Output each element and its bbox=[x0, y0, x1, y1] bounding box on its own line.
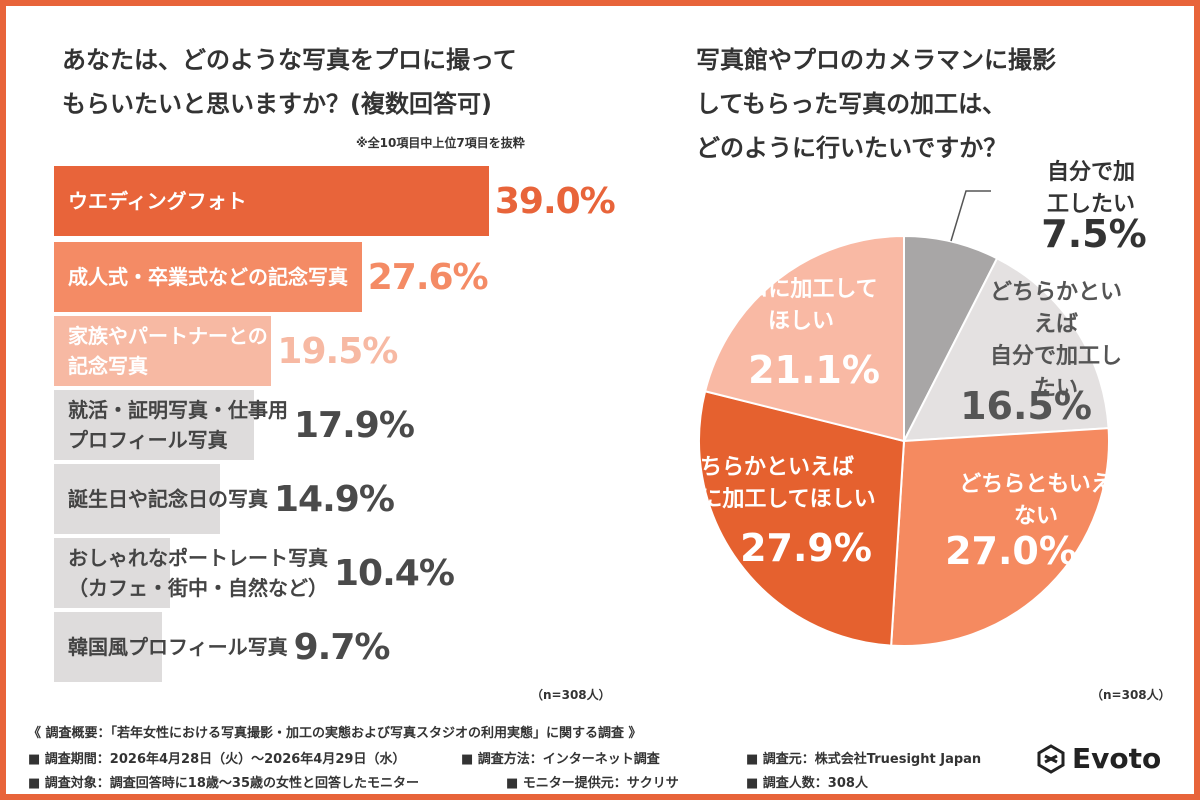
pie bbox=[698, 234, 1111, 647]
footer-heading: 《 調査概要：「若年女性における写真撮影・加工の実態および写真スタジオの利用実態… bbox=[28, 726, 642, 741]
bar bbox=[54, 464, 221, 534]
bar-row: おしゃれなポートレート写真 （カフェ・街中・自然など） 10.4% bbox=[54, 538, 455, 608]
value-label: 9.7% bbox=[293, 626, 391, 668]
value-label: 17.9% bbox=[294, 404, 415, 446]
logo-text: Evoto bbox=[1072, 742, 1162, 775]
value-label: 10.4% bbox=[334, 552, 455, 594]
slice-label: 自分で加工したい bbox=[1046, 160, 1135, 217]
bar-label: ウエディングフォト bbox=[68, 189, 247, 213]
slice-value: 16.5% bbox=[960, 384, 1092, 428]
slice-value: 27.9% bbox=[740, 526, 872, 570]
footer-item: ■ 調査元：株式会社Truesight Japan bbox=[746, 752, 982, 767]
slice-label: プロに加工して ほしい bbox=[724, 277, 878, 334]
footer-item: ■ 調査期間：2026年4月28日（火）〜2026年4月29日（水） bbox=[28, 752, 406, 767]
bar-label: 成人式・卒業式などの記念写真 bbox=[68, 265, 348, 289]
pie-title: 写真館やプロのカメラマンに撮影 してもらった写真の加工は、 どのように行いたいで… bbox=[696, 46, 1056, 162]
bar-row: 成人式・卒業式などの記念写真 27.6% bbox=[54, 242, 489, 312]
footer-item: ■ モニター提供元：サクリサ bbox=[506, 776, 679, 791]
bar-note: （n=308人） bbox=[531, 688, 611, 702]
pie-note: （n=308人） bbox=[1091, 688, 1171, 702]
value-label: 27.6% bbox=[367, 256, 489, 298]
bar-row: 家族やパートナーとの 記念写真 19.5% bbox=[54, 316, 398, 386]
bar bbox=[54, 316, 272, 386]
bar bbox=[54, 612, 163, 682]
pie-slice bbox=[703, 234, 905, 443]
slice-value: 21.1% bbox=[748, 348, 880, 392]
bar-label: 誕生日や記念日の写真 bbox=[68, 487, 268, 511]
bar bbox=[54, 390, 254, 460]
slice-value: 27.0% bbox=[945, 529, 1077, 573]
footer-item: ■ 調査対象：調査回答時に18歳〜35歳の女性と回答したモニター bbox=[28, 776, 419, 791]
pie-slice bbox=[903, 234, 999, 442]
footer-item: ■ 調査方法：インターネット調査 bbox=[461, 752, 660, 767]
bar bbox=[54, 166, 489, 236]
bar-row: 就活・証明写真・仕事用 プロフィール写真 17.9% bbox=[54, 390, 415, 460]
bar-label: 家族やパートナーとの 記念写真 bbox=[68, 324, 268, 378]
bar-subtitle: ※全10項目中上位7項目を抜粋 bbox=[356, 136, 525, 150]
footer-item: ■ 調査人数：308人 bbox=[746, 776, 868, 791]
value-label: 39.0% bbox=[494, 180, 616, 222]
bar bbox=[54, 242, 362, 312]
bar bbox=[54, 538, 170, 608]
leader-line bbox=[950, 190, 991, 242]
bar-title: あなたは、どのような写真をプロに撮って もらいたいと思いますか？(複数回答可) bbox=[62, 46, 517, 118]
pie-chart bbox=[698, 190, 1111, 647]
pie-slice bbox=[698, 390, 906, 647]
bar-label: 就活・証明写真・仕事用 プロフィール写真 bbox=[68, 398, 288, 452]
bar-row: 誕生日や記念日の写真 14.9% bbox=[54, 464, 395, 534]
bar-label: 韓国風プロフィール写真 bbox=[68, 635, 288, 659]
slice-label: どちらかといえば プロに加工してほしい bbox=[656, 455, 876, 512]
value-label: 14.9% bbox=[274, 478, 395, 520]
logo: Evoto bbox=[1036, 742, 1161, 775]
slice-label: どちらともいえない bbox=[959, 472, 1113, 529]
logo-icon bbox=[1037, 743, 1065, 774]
slice-value: 7.5% bbox=[1041, 212, 1147, 256]
value-label: 19.5% bbox=[277, 330, 398, 372]
slice-label: どちらかといえば 自分で加工したい bbox=[989, 280, 1122, 401]
bar-row: 韓国風プロフィール写真 9.7% bbox=[54, 612, 391, 682]
pie-slice bbox=[890, 427, 1111, 647]
bar-label: おしゃれなポートレート写真 （カフェ・街中・自然など） bbox=[68, 546, 328, 600]
bar-row: ウエディングフォト 39.0% bbox=[54, 166, 616, 236]
pie-slice bbox=[902, 256, 1110, 443]
